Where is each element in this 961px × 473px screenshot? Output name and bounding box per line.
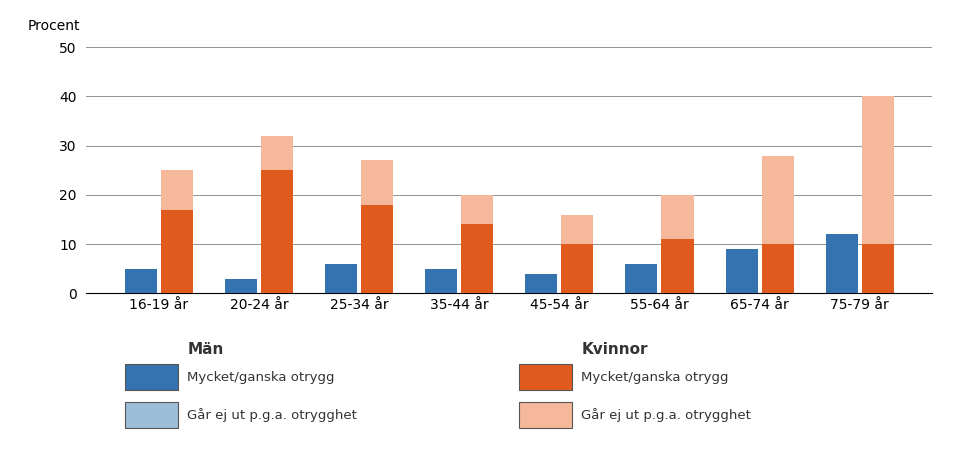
Text: Mycket/ganska otrygg: Mycket/ganska otrygg [581,371,728,384]
Bar [661,239,694,293]
Bar [661,195,694,239]
Text: Går ej ut p.g.a. otrygghet: Går ej ut p.g.a. otrygghet [187,408,357,422]
Bar [862,96,894,244]
Bar [526,273,557,293]
Bar [361,205,393,293]
Bar [626,264,657,293]
Text: Mycket/ganska otrygg: Mycket/ganska otrygg [187,371,334,384]
Bar [261,170,293,293]
Bar [361,160,393,205]
Text: Män: Män [187,342,224,357]
Text: Går ej ut p.g.a. otrygghet: Går ej ut p.g.a. otrygghet [581,408,752,422]
Bar [261,136,293,170]
Bar [225,279,258,293]
Bar [761,156,794,244]
Text: Kvinnor: Kvinnor [581,342,648,357]
Bar [561,215,594,244]
Bar [561,244,594,293]
Bar [461,224,493,293]
Bar [761,244,794,293]
Bar [825,234,857,293]
Bar [125,269,157,293]
Bar [161,210,193,293]
Bar [325,264,357,293]
Bar [425,269,457,293]
Bar [161,170,193,210]
Bar [862,244,894,293]
Bar [461,195,493,224]
Text: Procent: Procent [27,18,80,33]
Bar [726,249,757,293]
